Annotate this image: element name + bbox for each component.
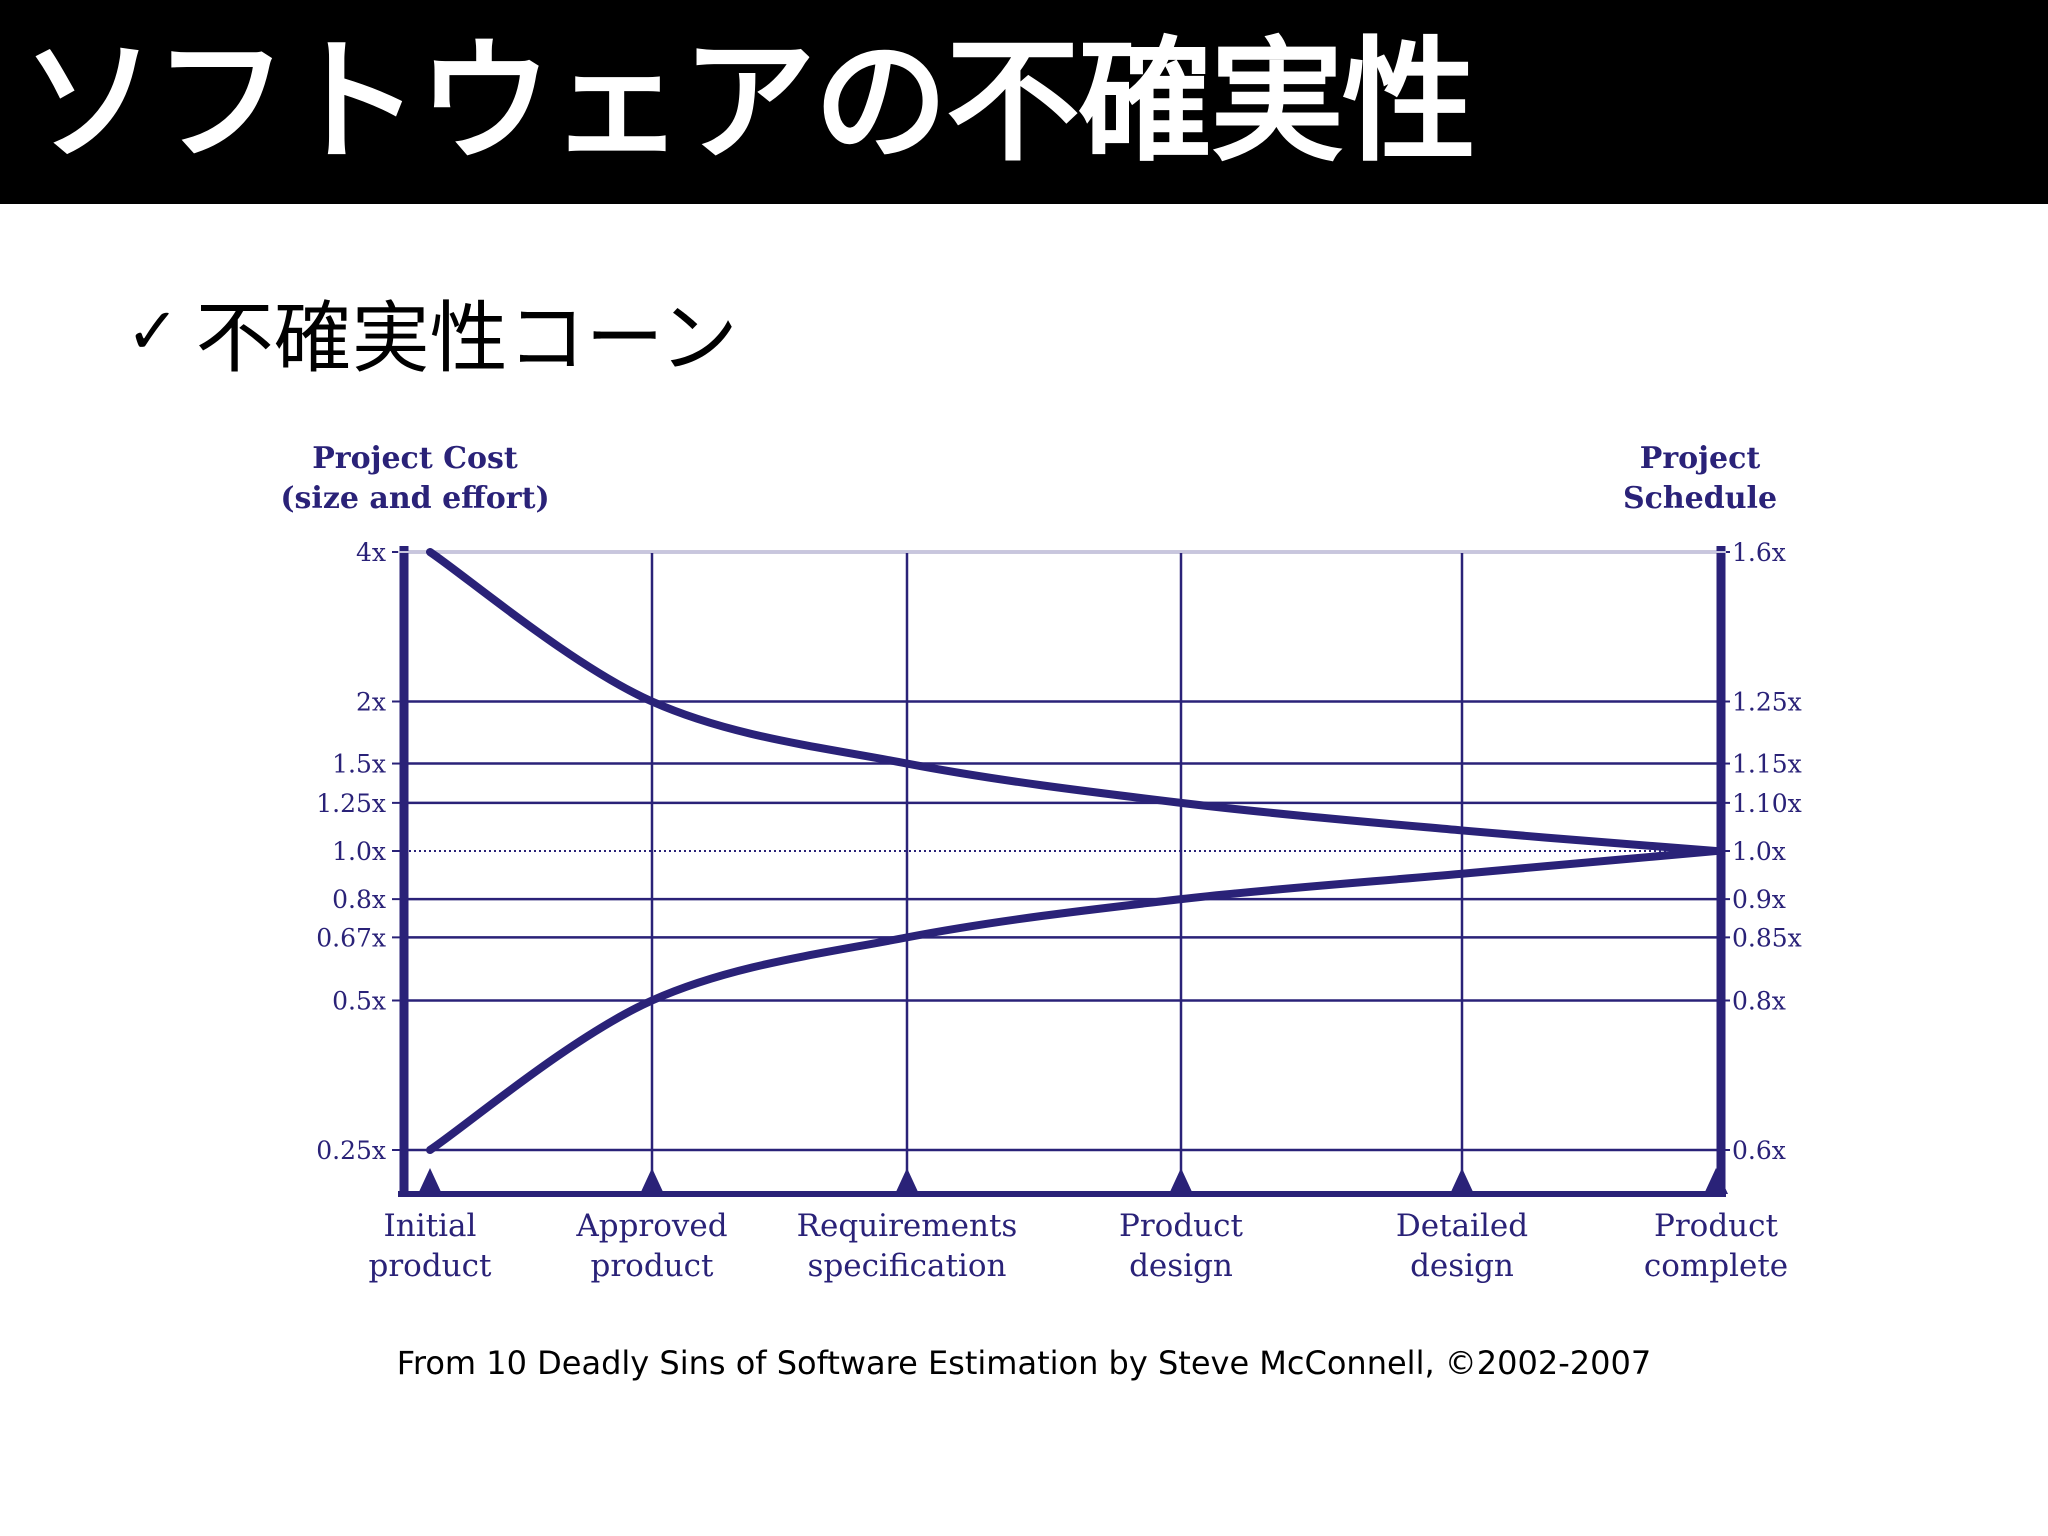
left-tick-label: 0.25x: [316, 1136, 386, 1165]
chart-labels: 4x 1.6x 2x 1.25x 1.5x 1.15x 1.25x 1.10x 1.0x 1.0x…: [280, 441, 1801, 1284]
chart-grid: [404, 550, 1723, 1194]
category-label: Detailed: [1396, 1208, 1528, 1244]
right-axis-title: Schedule: [1623, 481, 1777, 516]
left-tick-label: 1.25x: [316, 789, 386, 818]
right-tick-label: 1.6x: [1732, 538, 1786, 567]
category-label: design: [1129, 1248, 1233, 1284]
checkmark-icon: ✓: [126, 295, 180, 369]
right-tick-label: 0.85x: [1732, 923, 1802, 952]
left-tick-label: 4x: [356, 538, 386, 567]
stage-marker: [1450, 1168, 1474, 1194]
category-label: product: [369, 1248, 492, 1284]
left-tick-label: 1.5x: [332, 750, 386, 779]
category-label: Product: [1654, 1208, 1779, 1244]
left-tick-label: 0.5x: [332, 987, 386, 1016]
left-tick-label: 1.0x: [332, 837, 386, 866]
right-tick-label: 1.10x: [1732, 789, 1802, 818]
stage-marker: [640, 1168, 664, 1194]
left-axis-title: (size and effort): [280, 481, 549, 516]
category-label: design: [1410, 1248, 1514, 1284]
chart-series: [426, 548, 1720, 1154]
stage-marker: [895, 1168, 919, 1194]
category-label: specification: [808, 1248, 1007, 1284]
right-tick-label: 1.0x: [1732, 837, 1786, 866]
category-label: product: [591, 1248, 714, 1284]
lower-bound-line: [426, 847, 1720, 1154]
source-caption: From 10 Deadly Sins of Software Estimati…: [396, 1344, 1652, 1382]
right-axis-title: Project: [1640, 441, 1761, 476]
left-axis-title: Project Cost: [312, 441, 518, 476]
right-tick-label: 0.9x: [1732, 885, 1786, 914]
right-tick-label: 1.15x: [1732, 750, 1802, 779]
left-tick-label: 0.67x: [316, 923, 386, 952]
stage-marker: [418, 1168, 442, 1194]
right-tick-label: 0.6x: [1732, 1136, 1786, 1165]
category-label: Product: [1119, 1208, 1244, 1244]
category-label: Approved: [575, 1208, 727, 1244]
category-label: complete: [1644, 1248, 1788, 1284]
right-tick-label: 1.25x: [1732, 688, 1802, 717]
bullet-text: 不確実性コーン: [195, 294, 738, 384]
left-tick-label: 0.8x: [332, 885, 386, 914]
category-label: Requirements: [797, 1208, 1018, 1244]
left-tick-label: 2x: [356, 688, 386, 717]
bullet-item: ✓ 不確実性コーン: [126, 282, 738, 384]
chart-axes: [392, 546, 1730, 1197]
title-bar: ソフトウェアの不確実性: [0, 0, 2048, 204]
upper-bound-line: [426, 548, 1720, 855]
right-tick-label: 0.8x: [1732, 987, 1786, 1016]
stage-marker: [1169, 1168, 1193, 1194]
slide-title: ソフトウェアの不確実性: [22, 24, 1476, 180]
stage-marker: [1704, 1168, 1728, 1194]
category-label: Initial: [384, 1208, 477, 1244]
